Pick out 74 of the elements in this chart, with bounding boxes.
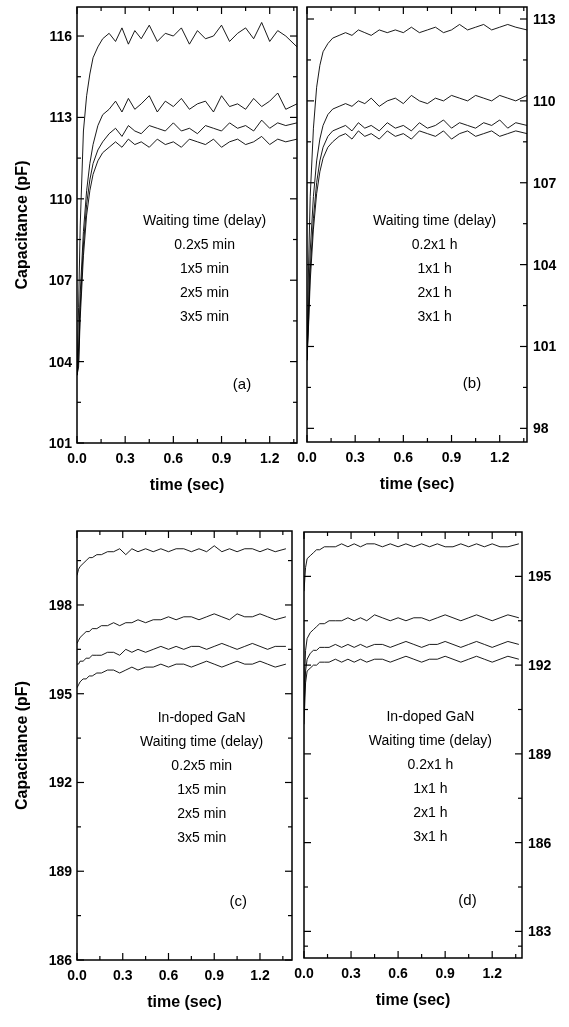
x-axis-title: time (sec): [147, 993, 222, 1010]
x-tick-label: 0.6: [393, 449, 414, 465]
x-tick-label: 0.3: [345, 449, 366, 465]
y-tick-label: 192: [48, 774, 73, 791]
annotation: Waiting time (delay): [140, 732, 264, 749]
y-tick-label: 189: [48, 863, 73, 880]
y2-tick-label: 104: [533, 256, 557, 273]
y-axis-title: Capacitance (pF): [13, 681, 30, 810]
y-tick-label: 110: [49, 190, 73, 207]
x-tick-label: 0.9: [211, 450, 232, 466]
annotation: 2x1 h: [417, 283, 452, 300]
y-tick-label: 104: [48, 353, 73, 370]
y2-tick-label: 98: [533, 420, 549, 437]
x-tick-label: 0.3: [113, 967, 133, 983]
y2-tick-label: 192: [528, 657, 552, 674]
y2-tick-label: 189: [528, 745, 552, 762]
y-tick-label: 186: [48, 951, 73, 968]
x-tick-label: 0.0: [294, 965, 314, 981]
annotation: (c): [229, 892, 247, 910]
annotation: 1x1 h: [417, 259, 452, 276]
x-tick-label: 0.9: [204, 967, 225, 983]
x-tick-label: 0.3: [341, 965, 361, 981]
y2-tick-label: 101: [533, 338, 557, 355]
annotation: 0.2x1 h: [411, 235, 458, 252]
x-tick-label: 0.0: [67, 450, 87, 466]
y-tick-label: 195: [48, 685, 73, 702]
annotation: Waiting time (delay): [373, 211, 497, 228]
annotation: 2x5 min: [180, 284, 230, 300]
y-tick-label: 116: [49, 27, 73, 44]
annotation: Waiting time (delay): [368, 732, 493, 748]
x-tick-label: 1.2: [259, 450, 280, 466]
y-tick-label: 198: [48, 596, 73, 613]
x-tick-label: 0.0: [67, 967, 87, 983]
annotation: 2x5 min: [177, 804, 227, 821]
x-tick-label: 0.6: [388, 965, 409, 981]
x-axis-title: time (sec): [149, 476, 225, 493]
annotation: 3x5 min: [180, 308, 230, 324]
x-tick-label: 0.6: [158, 967, 179, 983]
annotation: 3x5 min: [177, 828, 227, 845]
y-tick-label: 113: [49, 109, 73, 126]
x-tick-label: 0.6: [163, 450, 184, 466]
annotation: 3x1 h: [417, 307, 452, 324]
annotation: 2x1 h: [413, 804, 448, 820]
y2-tick-label: 183: [528, 923, 552, 940]
annotation: 3x1 h: [413, 828, 448, 844]
annotation: (d): [458, 890, 477, 908]
y-tick-label: 107: [48, 272, 73, 289]
x-tick-label: 0.9: [435, 965, 456, 981]
annotation: 1x5 min: [177, 780, 227, 797]
annotation: 0.2x5 min: [171, 756, 233, 773]
y2-tick-label: 186: [528, 834, 552, 851]
y2-tick-label: 113: [533, 10, 556, 27]
x-tick-label: 0.3: [115, 450, 136, 466]
annotation: In-doped GaN: [157, 708, 246, 725]
y2-tick-label: 110: [533, 92, 556, 109]
annotation: 0.2x5 min: [174, 236, 235, 252]
x-tick-label: 1.2: [250, 967, 270, 983]
y-tick-label: 101: [48, 434, 73, 451]
annotation: (a): [232, 374, 252, 392]
annotation: Waiting time (delay): [143, 212, 267, 228]
annotation: 1x1 h: [413, 780, 448, 796]
y-axis-title: Capacitance (pF): [13, 160, 30, 290]
annotation: 0.2x1 h: [407, 756, 454, 772]
x-axis-title: time (sec): [379, 475, 455, 492]
annotation: In-doped GaN: [386, 708, 475, 724]
x-tick-label: 0.0: [297, 449, 317, 465]
annotation: 1x5 min: [180, 260, 230, 276]
y2-tick-label: 107: [533, 174, 557, 191]
y2-tick-label: 195: [528, 568, 552, 585]
x-tick-label: 0.9: [441, 449, 462, 465]
x-axis-title: time (sec): [375, 991, 451, 1008]
x-tick-label: 1.2: [482, 965, 503, 981]
x-tick-label: 1.2: [489, 449, 510, 465]
annotation: (b): [462, 373, 482, 391]
